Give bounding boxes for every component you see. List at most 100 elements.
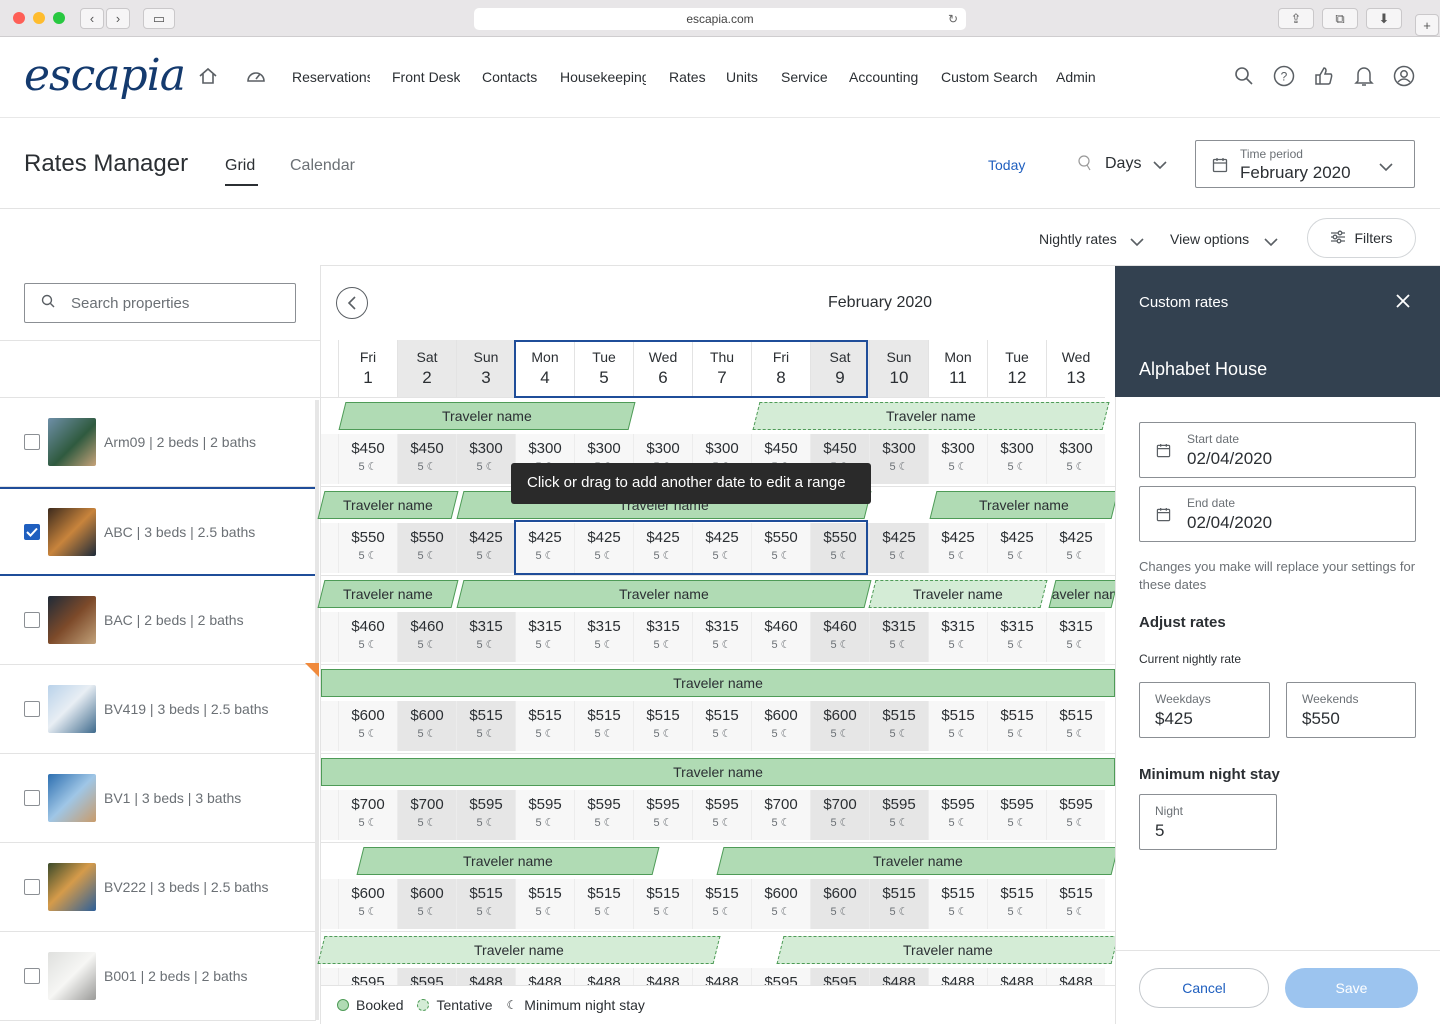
- property-label[interactable]: ABC | 3 beds | 2.5 baths: [104, 523, 256, 540]
- start-date-field[interactable]: Start date 02/04/2020: [1139, 422, 1416, 478]
- rate-cell[interactable]: $300 5 ☾: [987, 434, 1046, 484]
- property-label[interactable]: BAC | 2 beds | 2 baths: [104, 612, 244, 628]
- property-label[interactable]: BV1 | 3 beds | 3 baths: [104, 790, 242, 806]
- rate-cell[interactable]: $600 5 ☾: [751, 701, 810, 751]
- rate-cell[interactable]: $550 5 ☾: [810, 523, 869, 573]
- rate-cell[interactable]: $515 5 ☾: [692, 701, 751, 751]
- forward-icon[interactable]: ›: [106, 8, 130, 29]
- home-icon[interactable]: [196, 64, 220, 88]
- booking-bar[interactable]: Traveler name: [321, 758, 1115, 786]
- rate-cell[interactable]: $515 5 ☾: [987, 701, 1046, 751]
- rate-cell[interactable]: $315 5 ☾: [987, 612, 1046, 662]
- booking-bar[interactable]: Traveler name: [456, 580, 872, 608]
- previous-month-button[interactable]: [336, 287, 368, 319]
- rate-cell[interactable]: $425 5 ☾: [456, 523, 515, 573]
- weekends-rate-field[interactable]: Weekends $550: [1286, 682, 1416, 738]
- rate-cell[interactable]: $600 5 ☾: [810, 701, 869, 751]
- rate-cell[interactable]: $515 5 ☾: [869, 701, 928, 751]
- property-row[interactable]: BV1 | 3 beds | 3 baths: [0, 754, 316, 843]
- booking-bar[interactable]: Traveler name: [752, 402, 1110, 430]
- rate-cell[interactable]: $595 5 ☾: [456, 790, 515, 840]
- rate-cell[interactable]: $425 5 ☾: [692, 523, 751, 573]
- rate-cell[interactable]: $595 5 ☾: [515, 790, 574, 840]
- day-header[interactable]: Sun 10: [869, 340, 928, 398]
- rate-cell[interactable]: $460 5 ☾: [751, 612, 810, 662]
- close-icon[interactable]: [1395, 293, 1411, 314]
- cancel-button[interactable]: Cancel: [1139, 968, 1269, 1008]
- day-header[interactable]: Sun 3: [456, 340, 515, 398]
- rate-cell[interactable]: $515 5 ☾: [456, 879, 515, 929]
- booking-bar[interactable]: Traveler name: [776, 936, 1119, 964]
- booking-bar[interactable]: Traveler name: [716, 847, 1119, 875]
- rate-cell[interactable]: $425 5 ☾: [633, 523, 692, 573]
- min-night-field[interactable]: Night 5: [1139, 794, 1277, 850]
- booking-bar[interactable]: Traveler name: [317, 936, 721, 964]
- nav-units[interactable]: Units: [726, 69, 758, 85]
- tab-grid[interactable]: Grid: [225, 157, 256, 174]
- property-row[interactable]: B001 | 2 beds | 2 baths: [0, 932, 316, 1021]
- day-header[interactable]: Sat 2: [397, 340, 456, 398]
- scrollbar[interactable]: [315, 400, 319, 1020]
- rate-cell[interactable]: $315 5 ☾: [515, 612, 574, 662]
- nav-accounting[interactable]: Accounting: [849, 69, 919, 85]
- rate-cell[interactable]: $600 5 ☾: [751, 879, 810, 929]
- maximize-window-icon[interactable]: [53, 12, 65, 24]
- rate-cell[interactable]: $515 5 ☾: [574, 879, 633, 929]
- rate-cell[interactable]: $315 5 ☾: [633, 612, 692, 662]
- nav-admin[interactable]: Admin: [1056, 69, 1096, 85]
- rate-cell[interactable]: $425 5 ☾: [869, 523, 928, 573]
- property-row[interactable]: ABC | 3 beds | 2.5 baths: [0, 487, 316, 576]
- minimize-window-icon[interactable]: [33, 12, 45, 24]
- rate-cell[interactable]: $300 5 ☾: [1046, 434, 1105, 484]
- rate-cell[interactable]: $515 5 ☾: [987, 879, 1046, 929]
- rate-cell[interactable]: $425 5 ☾: [1046, 523, 1105, 573]
- nav-housekeeping[interactable]: Housekeeping: [560, 69, 646, 85]
- day-header[interactable]: Fri 1: [338, 340, 397, 398]
- rate-cell[interactable]: $515 5 ☾: [692, 879, 751, 929]
- rate-cell[interactable]: $595 5 ☾: [574, 790, 633, 840]
- sidebar-icon[interactable]: ▭: [143, 8, 175, 29]
- rate-cell[interactable]: $550 5 ☾: [751, 523, 810, 573]
- rate-cell[interactable]: $595 5 ☾: [633, 790, 692, 840]
- rate-cell[interactable]: $300 5 ☾: [869, 434, 928, 484]
- rate-cell[interactable]: $515 5 ☾: [515, 879, 574, 929]
- property-row[interactable]: Arm09 | 2 beds | 2 baths: [0, 398, 316, 487]
- rate-cell[interactable]: $600 5 ☾: [810, 879, 869, 929]
- rate-cell[interactable]: $425 5 ☾: [574, 523, 633, 573]
- nav-service[interactable]: Service: [781, 69, 828, 85]
- search-input[interactable]: Search properties: [24, 283, 296, 323]
- rate-cell[interactable]: $315 5 ☾: [1046, 612, 1105, 662]
- booking-bar[interactable]: Traveler name: [1048, 580, 1119, 608]
- booking-bar[interactable]: Traveler name: [356, 847, 660, 875]
- end-date-field[interactable]: End date 02/04/2020: [1139, 486, 1416, 542]
- rate-cell[interactable]: $515 5 ☾: [1046, 701, 1105, 751]
- rate-cell[interactable]: $515 5 ☾: [869, 879, 928, 929]
- view-select[interactable]: Days: [1105, 155, 1142, 172]
- rate-cell[interactable]: $600 5 ☾: [397, 879, 456, 929]
- dashboard-icon[interactable]: [244, 64, 268, 88]
- chevron-down-icon[interactable]: [1263, 234, 1279, 252]
- chevron-down-icon[interactable]: [1129, 234, 1145, 252]
- booking-bar[interactable]: Traveler name: [338, 402, 636, 430]
- nav-contacts[interactable]: Contacts: [482, 69, 538, 85]
- property-label[interactable]: BV222 | 3 beds | 2.5 baths: [104, 879, 269, 895]
- new-tab-icon[interactable]: +: [1415, 14, 1439, 36]
- property-checkbox[interactable]: [24, 523, 40, 540]
- property-checkbox[interactable]: [24, 968, 40, 984]
- rate-cell[interactable]: $595 5 ☾: [987, 790, 1046, 840]
- help-icon[interactable]: ?: [1272, 64, 1296, 88]
- rate-cell[interactable]: $315 5 ☾: [869, 612, 928, 662]
- rate-cell[interactable]: $595 5 ☾: [1046, 790, 1105, 840]
- rate-cell[interactable]: $595 5 ☾: [692, 790, 751, 840]
- property-row[interactable]: BV419 | 3 beds | 2.5 baths: [0, 665, 316, 754]
- escapia-logo[interactable]: escapia: [24, 50, 186, 101]
- bell-icon[interactable]: [1352, 64, 1376, 88]
- time-period-select[interactable]: Time period February 2020: [1195, 140, 1415, 188]
- back-icon[interactable]: ‹: [80, 8, 104, 29]
- property-row[interactable]: BAC | 2 beds | 2 baths: [0, 576, 316, 665]
- rate-cell[interactable]: $600 5 ☾: [338, 701, 397, 751]
- property-checkbox[interactable]: [24, 879, 40, 895]
- nav-front-desk[interactable]: Front Desk: [392, 69, 460, 85]
- rate-cell[interactable]: $600 5 ☾: [338, 879, 397, 929]
- property-checkbox[interactable]: [24, 790, 40, 806]
